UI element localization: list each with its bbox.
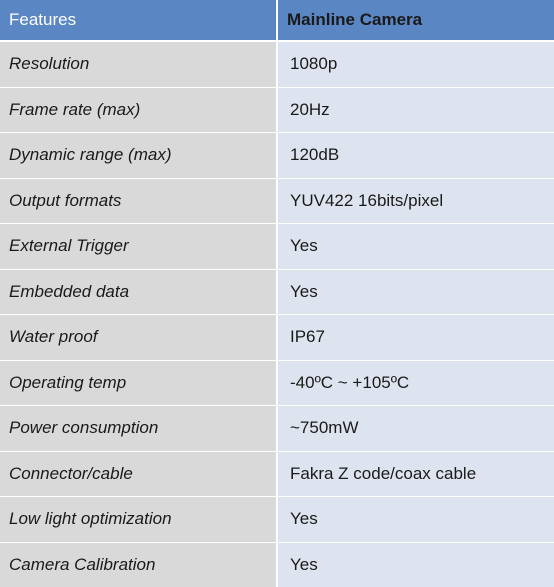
value-cell: Yes: [277, 496, 554, 543]
table-header: Features Mainline Camera: [0, 0, 554, 42]
table-row: External Trigger Yes: [0, 223, 554, 270]
header-features: Features: [0, 0, 278, 42]
feature-cell: Dynamic range (max): [0, 132, 278, 179]
table-row: Low light optimization Yes: [0, 496, 554, 543]
value-cell: 1080p: [277, 41, 554, 88]
value-cell: YUV422 16bits/pixel: [277, 178, 554, 224]
table-row: Embedded data Yes: [0, 269, 554, 315]
value-cell: ~750mW: [277, 405, 554, 452]
value-cell: 20Hz: [277, 87, 554, 133]
value-cell: IP67: [277, 314, 554, 361]
table-row: Resolution 1080p: [0, 41, 554, 88]
feature-cell: Low light optimization: [0, 496, 278, 543]
table-row: Camera Calibration Yes: [0, 542, 554, 587]
feature-cell: Camera Calibration: [0, 542, 278, 587]
feature-cell: Power consumption: [0, 405, 278, 452]
header-row: Features Mainline Camera: [0, 0, 554, 42]
feature-cell: Embedded data: [0, 269, 278, 315]
table-row: Dynamic range (max) 120dB: [0, 132, 554, 179]
feature-cell: Connector/cable: [0, 451, 278, 497]
feature-cell: Resolution: [0, 41, 278, 88]
table-row: Power consumption ~750mW: [0, 405, 554, 452]
value-cell: Fakra Z code/coax cable: [277, 451, 554, 497]
table-row: Frame rate (max) 20Hz: [0, 87, 554, 133]
table-row: Water proof IP67: [0, 314, 554, 361]
value-cell: Yes: [277, 542, 554, 587]
feature-cell: Output formats: [0, 178, 278, 224]
table-body: Resolution 1080p Frame rate (max) 20Hz D…: [0, 41, 554, 587]
table-row: Connector/cable Fakra Z code/coax cable: [0, 451, 554, 497]
table-row: Output formats YUV422 16bits/pixel: [0, 178, 554, 224]
header-mainline-camera: Mainline Camera: [277, 0, 554, 42]
feature-cell: Water proof: [0, 314, 278, 361]
value-cell: Yes: [277, 269, 554, 315]
feature-cell: Frame rate (max): [0, 87, 278, 133]
table-row: Operating temp -40ºC ~ +105ºC: [0, 360, 554, 406]
feature-cell: Operating temp: [0, 360, 278, 406]
value-cell: -40ºC ~ +105ºC: [277, 360, 554, 406]
value-cell: 120dB: [277, 132, 554, 179]
feature-cell: External Trigger: [0, 223, 278, 270]
value-cell: Yes: [277, 223, 554, 270]
